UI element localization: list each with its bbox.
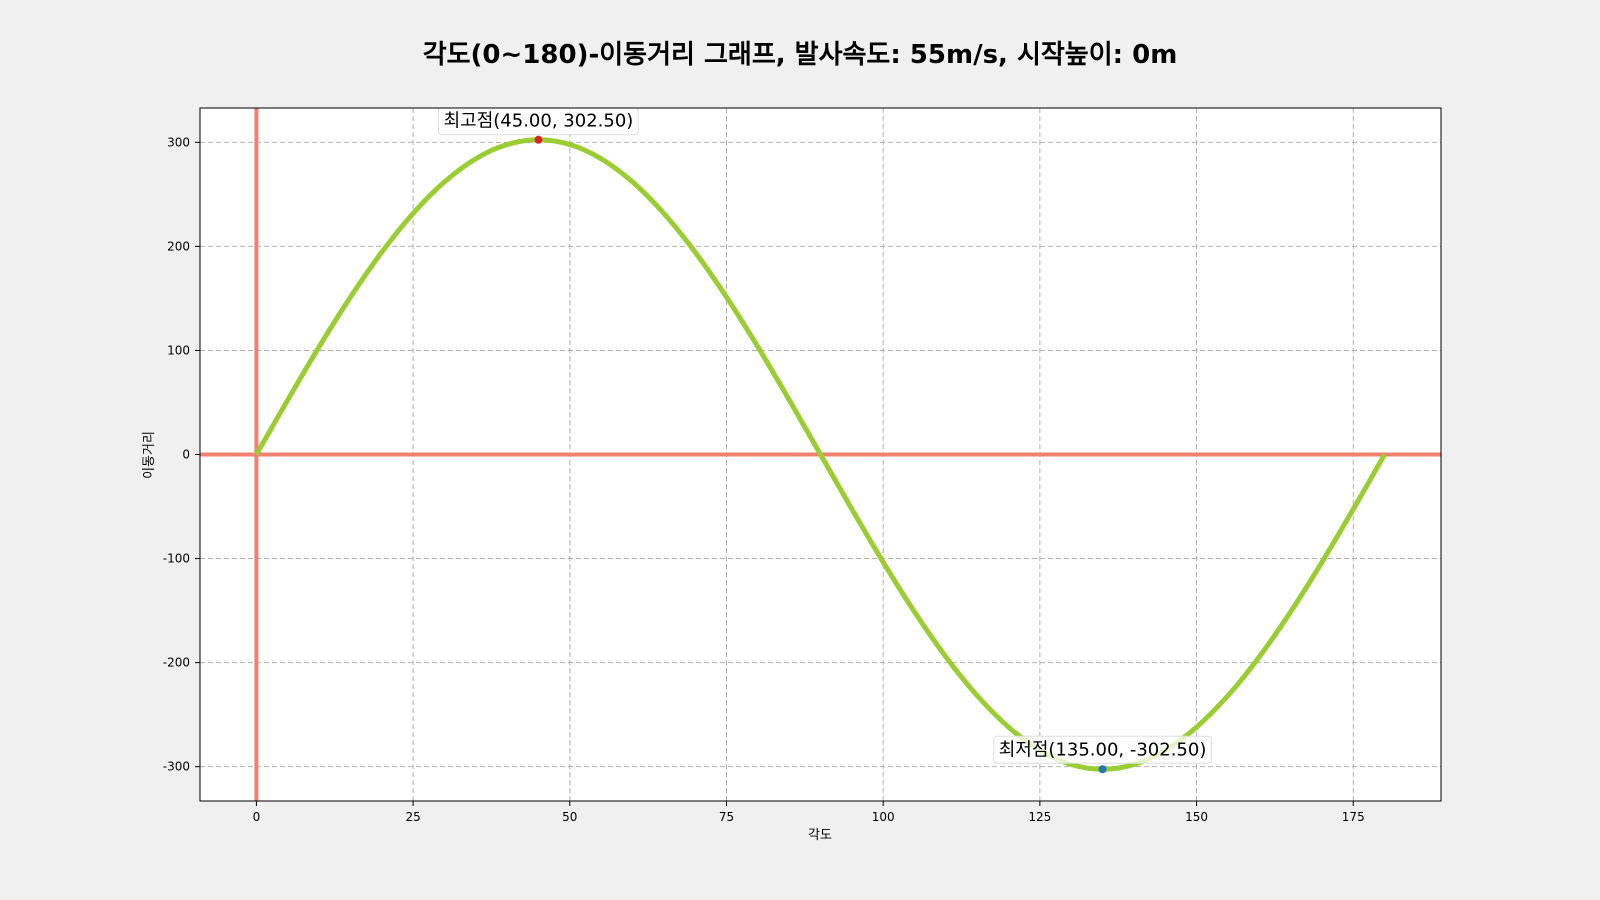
x-tick-label: 25 xyxy=(405,810,420,824)
y-tick-label: -300 xyxy=(163,760,190,774)
x-tick-label: 0 xyxy=(253,810,261,824)
annotation-markers xyxy=(534,135,1107,774)
y-axis-ticks: 300 200 100 0 -100 -200 -300 xyxy=(163,135,200,774)
annotation-label: 최고점(45.00, 302.50) xyxy=(444,111,634,132)
x-tick-label: 175 xyxy=(1342,810,1365,824)
annotation-marker xyxy=(534,135,543,144)
y-tick-label: 300 xyxy=(167,135,190,149)
annotation-box: 최저점(135.00, -302.50) xyxy=(993,735,1212,764)
annotation-background xyxy=(993,735,1212,764)
y-tick-label: -200 xyxy=(163,656,190,670)
annotation-label: 최저점(135.00, -302.50) xyxy=(999,739,1207,760)
x-tick-label: 75 xyxy=(719,810,734,824)
y-axis-label: 이동거리 xyxy=(142,431,157,479)
y-tick-label: -100 xyxy=(163,552,190,566)
annotation-box: 최고점(45.00, 302.50) xyxy=(438,107,639,136)
x-tick-label: 50 xyxy=(562,810,577,824)
annotations: 최고점(45.00, 302.50) 최저점(135.00, -302.50) xyxy=(438,107,1212,764)
y-tick-label: 100 xyxy=(167,343,190,357)
annotation-marker xyxy=(1098,765,1107,774)
y-tick-label: 200 xyxy=(167,239,190,253)
chart-title: 각도(0~180)-이동거리 그래프, 발사속도: 55m/s, 시작높이: 0… xyxy=(422,40,1178,70)
x-tick-label: 100 xyxy=(872,810,895,824)
series-line xyxy=(254,137,1387,772)
x-axis-ticks: 0 25 50 75 100 125 150 175 xyxy=(253,801,1365,824)
y-tick-label: 0 xyxy=(182,448,190,462)
x-tick-label: 125 xyxy=(1028,810,1051,824)
x-tick-label: 150 xyxy=(1185,810,1208,824)
x-axis-label: 각도 xyxy=(808,828,832,843)
